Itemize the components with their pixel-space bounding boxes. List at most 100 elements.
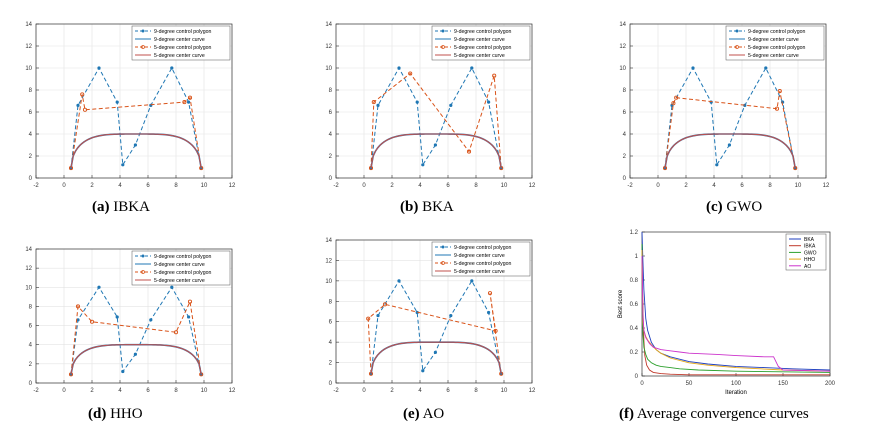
y-tick-label: 0 bbox=[623, 176, 627, 182]
series-cp9-point bbox=[149, 318, 153, 322]
y-tick-label: 8 bbox=[29, 88, 33, 94]
x-tick-label: 2 bbox=[90, 388, 94, 394]
legend-label-c5: 5-degree center curve bbox=[154, 53, 205, 59]
series-cp9-point bbox=[97, 66, 101, 70]
y-tick-label: 4 bbox=[623, 132, 627, 138]
x-tick-label: 12 bbox=[529, 183, 536, 189]
x-tick-label: 6 bbox=[146, 183, 150, 189]
y-tick-label: 12 bbox=[325, 44, 332, 50]
series-cp9-point bbox=[449, 103, 453, 107]
y-tick-label: 0 bbox=[29, 381, 33, 387]
legend-box bbox=[431, 241, 531, 277]
x-tick-label: 0 bbox=[362, 183, 366, 189]
series-c9-curve bbox=[70, 343, 202, 375]
series-cp9-point bbox=[487, 100, 491, 104]
legend-label-c5: 5-degree center curve bbox=[454, 53, 505, 59]
legend-label-cp5: 5-degree control polygon bbox=[748, 45, 806, 51]
legend-label-cp9: 9-degree control polygon bbox=[748, 29, 806, 35]
series-cp9-point bbox=[470, 279, 474, 283]
caption-d-label: (d) bbox=[88, 406, 107, 422]
legend-label-cp9: 9-degree control polygon bbox=[454, 29, 512, 35]
legend-label-cp5: 5-degree control polygon bbox=[454, 45, 512, 51]
x-axis-label: Iteration bbox=[725, 390, 747, 396]
y-tick-label: 10 bbox=[619, 66, 626, 72]
series-cp9-point bbox=[121, 369, 125, 374]
series-cp5-point bbox=[382, 302, 388, 307]
x-tick-label: 6 bbox=[740, 183, 744, 189]
caption-c-label: (c) bbox=[706, 199, 723, 215]
y-axis-label: Best score bbox=[618, 289, 624, 318]
caption-f-text: Average convergence curves bbox=[634, 406, 809, 422]
series-cp5-point bbox=[187, 95, 193, 100]
x-tick-label: 8 bbox=[474, 388, 478, 394]
caption-a-label: (a) bbox=[92, 199, 110, 215]
series-cp9-point bbox=[376, 313, 380, 318]
y-tick-label: 14 bbox=[25, 247, 32, 253]
caption-f: (f) Average convergence curves bbox=[619, 406, 809, 423]
series-c9-curve bbox=[370, 341, 502, 374]
series-cp9-point bbox=[170, 285, 174, 289]
legend: 9-degree control polygon 9-degree center … bbox=[131, 25, 231, 61]
series-cp5-line bbox=[367, 293, 502, 374]
y-tick-label: 0.4 bbox=[630, 326, 639, 332]
series-cp9-line bbox=[70, 286, 202, 375]
chart-panel-d: -2 0 2 4 6 8 10 12 0 2 4 6 8 10 12 14 9-degree control p… bbox=[0, 225, 290, 400]
legend-label-c9: 9-degree center curve bbox=[454, 37, 505, 43]
x-tick-label: 8 bbox=[768, 183, 772, 189]
chart-f: 0 50 100 150 200 0 0.2 0.4 0.6 0.8 1 1.2 Iteration Be… bbox=[618, 230, 836, 396]
series-cp9-point bbox=[115, 100, 119, 104]
caption-a-text: IBKA bbox=[109, 199, 150, 215]
x-tick-label: 50 bbox=[686, 381, 693, 387]
x-tick-label: 2 bbox=[390, 388, 394, 394]
legend: 9-degree control polygon 9-degree center … bbox=[431, 25, 531, 61]
caption-e-text: AO bbox=[419, 406, 445, 422]
legend-marker-cp9 bbox=[141, 29, 145, 33]
series-cp5-point bbox=[671, 101, 676, 106]
legend-label-HHO: HHO bbox=[804, 257, 815, 263]
series-cp5-point bbox=[493, 328, 498, 333]
legend-label-cp9: 9-degree control polygon bbox=[454, 245, 512, 251]
legend-marker-cp9 bbox=[735, 29, 739, 33]
series-cp5-point bbox=[89, 319, 95, 324]
legend-box bbox=[431, 25, 531, 61]
series-cp5-point bbox=[82, 107, 88, 112]
series-cp9-point bbox=[415, 100, 419, 104]
caption-a: (a) IBKA bbox=[92, 199, 150, 216]
x-tick-label: 4 bbox=[418, 183, 422, 189]
y-tick-label: 6 bbox=[623, 110, 627, 116]
caption-b: (b) BKA bbox=[400, 199, 454, 216]
y-tick-label: 0 bbox=[635, 374, 639, 380]
series-cp5-line bbox=[664, 91, 796, 169]
y-tick-label: 8 bbox=[329, 88, 333, 94]
plot-frame bbox=[335, 239, 533, 384]
legend-label-cp9: 9-degree control polygon bbox=[154, 254, 212, 260]
caption-b-label: (b) bbox=[400, 199, 419, 215]
x-tick-label: 4 bbox=[712, 183, 716, 189]
legend-marker-cp9 bbox=[441, 29, 445, 33]
series-c5-curve bbox=[70, 344, 202, 375]
series-c5-curve bbox=[370, 341, 502, 374]
y-tick-label: 10 bbox=[25, 285, 32, 291]
legend-label-IBKA: IBKA bbox=[804, 244, 816, 250]
series-c9-curve bbox=[664, 133, 796, 169]
legend-box bbox=[131, 250, 231, 286]
x-tick-label: 4 bbox=[118, 388, 122, 394]
series-cp9-point bbox=[397, 279, 401, 283]
legend-label-c9: 9-degree center curve bbox=[454, 253, 505, 259]
series-cp9-point bbox=[97, 285, 101, 289]
x-tick-label: 8 bbox=[174, 388, 178, 394]
y-tick-label: 4 bbox=[29, 132, 33, 138]
x-tick-label: 200 bbox=[825, 381, 836, 387]
series-cp9-point bbox=[187, 100, 191, 104]
series-c9-curve bbox=[370, 133, 502, 169]
x-tick-label: 10 bbox=[201, 183, 208, 189]
legend-label-BKA: BKA bbox=[804, 237, 815, 243]
y-tick-label: 2 bbox=[29, 154, 33, 160]
series-cp9-point bbox=[121, 163, 125, 167]
legend-label-cp5: 5-degree control polygon bbox=[454, 261, 512, 267]
x-tick-label: 2 bbox=[390, 183, 394, 189]
x-tick-label: 12 bbox=[529, 388, 536, 394]
series-cp5-point bbox=[75, 304, 81, 309]
